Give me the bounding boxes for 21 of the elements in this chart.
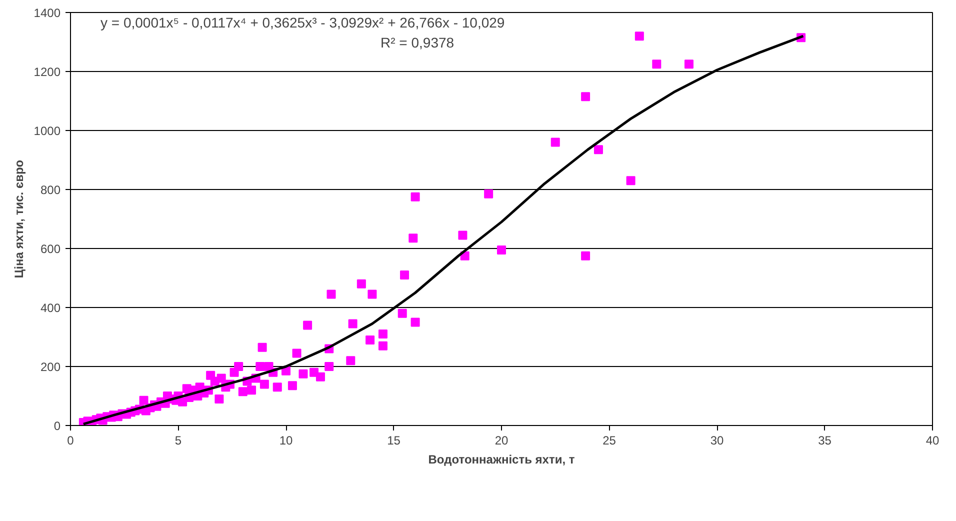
- y-tick-label: 1000: [34, 124, 61, 138]
- x-tick-label: 30: [710, 434, 724, 448]
- x-tick-label: 35: [818, 434, 832, 448]
- x-tick-label: 0: [67, 434, 74, 448]
- y-tick-label: 200: [40, 360, 61, 374]
- y-tick-label: 1400: [34, 6, 61, 20]
- y-tick-label: 1200: [34, 65, 61, 79]
- annotation: y = 0,0001x⁵ - 0,0117x⁴ + 0,3625x³ - 3,0929x² + 26,766x - 10,029: [100, 14, 505, 30]
- x-tick-label: 10: [279, 434, 293, 448]
- y-axis-title: Ціна яхти, тис. євро: [12, 160, 26, 278]
- y-tick-label: 800: [40, 183, 61, 197]
- y-tick-label: 600: [40, 242, 61, 256]
- annotation: R² = 0,9378: [380, 34, 454, 50]
- x-tick-label: 5: [174, 434, 182, 448]
- y-tick-label: 0: [54, 419, 61, 433]
- x-axis-title: Водотоннажність яхти, т: [428, 452, 575, 466]
- x-tick-label: 20: [494, 434, 508, 448]
- y-tick-label: 400: [40, 301, 61, 315]
- x-tick-label: 25: [602, 434, 616, 448]
- x-tick-label: 15: [387, 434, 401, 448]
- x-tick-label: 40: [926, 434, 940, 448]
